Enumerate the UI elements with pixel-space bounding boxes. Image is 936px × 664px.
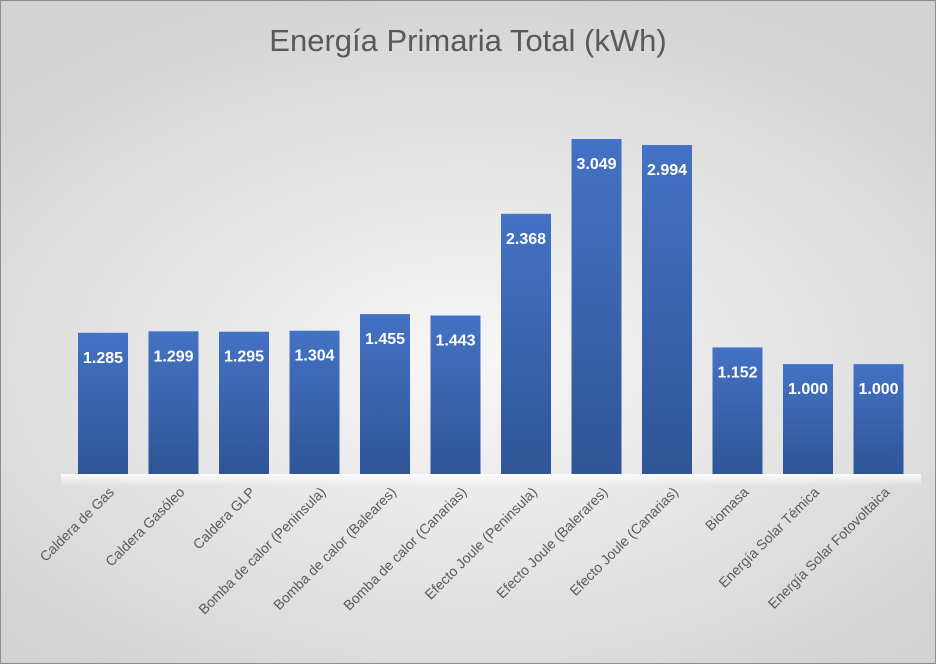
bar-3: [219, 331, 269, 474]
bar-9: [642, 145, 692, 474]
bar-6: [430, 315, 481, 474]
data-label-9: 2.994: [647, 162, 687, 179]
x-tick-label-4: Bomba de calor (Peninsula): [195, 484, 328, 617]
x-tick-label-10: Biomasa: [702, 484, 752, 534]
data-label-4: 1.304: [294, 348, 334, 365]
x-tick-label-5: Bomba de calor (Baleares): [270, 484, 399, 613]
data-label-12: 1.000: [858, 381, 898, 398]
bar-1: [78, 332, 128, 474]
x-tick-label-6: Bomba de calor (Canarias): [340, 484, 470, 614]
bar-5: [360, 314, 410, 474]
data-label-5: 1.455: [365, 331, 405, 348]
bar-12: [853, 364, 904, 474]
data-label-6: 1.443: [435, 333, 475, 350]
bar-7: [501, 213, 551, 475]
bar-11: [783, 364, 833, 474]
data-label-10: 1.152: [717, 364, 757, 381]
data-label-3: 1.295: [224, 349, 264, 366]
bar-8: [571, 139, 622, 474]
plot-floor: [61, 474, 921, 486]
bar-4: [289, 330, 340, 474]
x-tick-label-1: Caldera de Gas: [36, 484, 117, 565]
data-label-8: 3.049: [576, 156, 616, 173]
chart-title: Energía Primaria Total (kWh): [269, 23, 667, 58]
data-label-2: 1.299: [153, 348, 193, 365]
x-tick-label-12: Energía Solar Fotovoltaica: [765, 484, 893, 612]
bar-10: [712, 347, 763, 474]
bar-2: [148, 331, 199, 474]
data-label-1: 1.285: [83, 350, 123, 367]
data-label-11: 1.000: [788, 381, 828, 398]
data-label-7: 2.368: [506, 231, 546, 248]
x-tick-label-3: Caldera GLP: [190, 484, 259, 553]
